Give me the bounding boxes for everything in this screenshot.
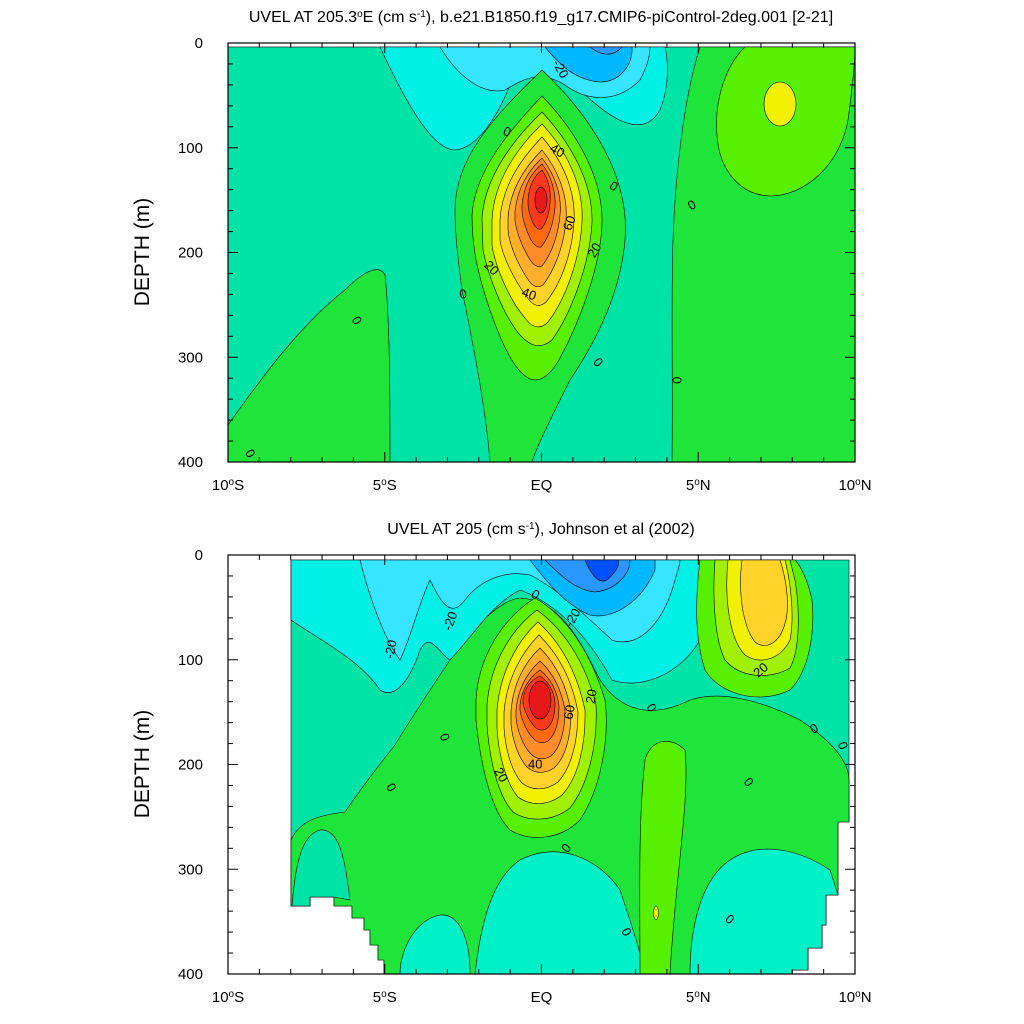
observed-y-tick-label: 300 bbox=[178, 861, 203, 878]
model-y-tick-label: 400 bbox=[178, 454, 203, 471]
observed-x-tick-label: EQ bbox=[531, 989, 553, 1006]
model-x-tick-label: EQ bbox=[531, 477, 553, 494]
model-contour-label: 60 bbox=[560, 214, 579, 233]
model-contour-label: 40 bbox=[520, 284, 539, 303]
model-x-tick-label: 5oS bbox=[373, 477, 397, 495]
observed-x-tick-label: 10oN bbox=[838, 989, 871, 1007]
model-x-tick-label: 10oN bbox=[838, 477, 871, 495]
observed-x-tick-label: 5oS bbox=[373, 989, 397, 1007]
model-x-tick-label: 10oS bbox=[212, 477, 244, 495]
observed-contour-label: 0 bbox=[437, 731, 454, 743]
model-y-axis-label: DEPTH (m) bbox=[131, 198, 154, 307]
model-contour-label: 0 bbox=[458, 286, 468, 302]
observed-x-tick-label: 5oN bbox=[686, 989, 711, 1007]
observed-contour-label: 0 bbox=[835, 740, 852, 752]
observed-y-tick-label: 400 bbox=[178, 966, 203, 983]
observed-y-tick-label: 200 bbox=[178, 757, 203, 774]
model-contour-label: 40 bbox=[547, 140, 567, 160]
observed-contour-label: -20 bbox=[382, 639, 400, 660]
observed-contour-label: 20 bbox=[491, 765, 511, 785]
model-y-tick-label: 200 bbox=[178, 245, 203, 262]
observed-x-tick-label: 10oS bbox=[212, 989, 244, 1007]
observed-y-tick-label: 0 bbox=[195, 547, 203, 564]
model-y-tick-label: 300 bbox=[178, 349, 203, 366]
model-panel-title: UVEL AT 205.3oE (cm s-1), b.e21.B1850.f1… bbox=[249, 9, 833, 27]
observed-y-axis-label: DEPTH (m) bbox=[131, 710, 154, 819]
model-contour-label: 20 bbox=[584, 240, 604, 260]
model-y-tick-label: 100 bbox=[178, 140, 203, 157]
model-contour-label: 0 bbox=[669, 377, 684, 384]
model-contour-label: 0 bbox=[501, 123, 513, 140]
model-uvel-panel: UVEL AT 205.3oE (cm s-1), b.e21.B1850.f1… bbox=[131, 9, 872, 495]
observed-y-tick-label: 100 bbox=[178, 652, 203, 669]
model-y-tick-label: 0 bbox=[195, 35, 203, 52]
observed-contour-label: 40 bbox=[528, 757, 542, 772]
observed-panel-title: UVEL AT 205 (cm s-1), Johnson et al (200… bbox=[387, 521, 694, 539]
model-x-tick-label: 5oN bbox=[686, 477, 711, 495]
observed-contour-label: -20 bbox=[440, 609, 461, 632]
observed-uvel-panel: UVEL AT 205 (cm s-1), Johnson et al (200… bbox=[131, 521, 872, 1007]
observed-contour-label: 20 bbox=[583, 688, 600, 705]
observed-contour-label: 60 bbox=[561, 704, 578, 721]
